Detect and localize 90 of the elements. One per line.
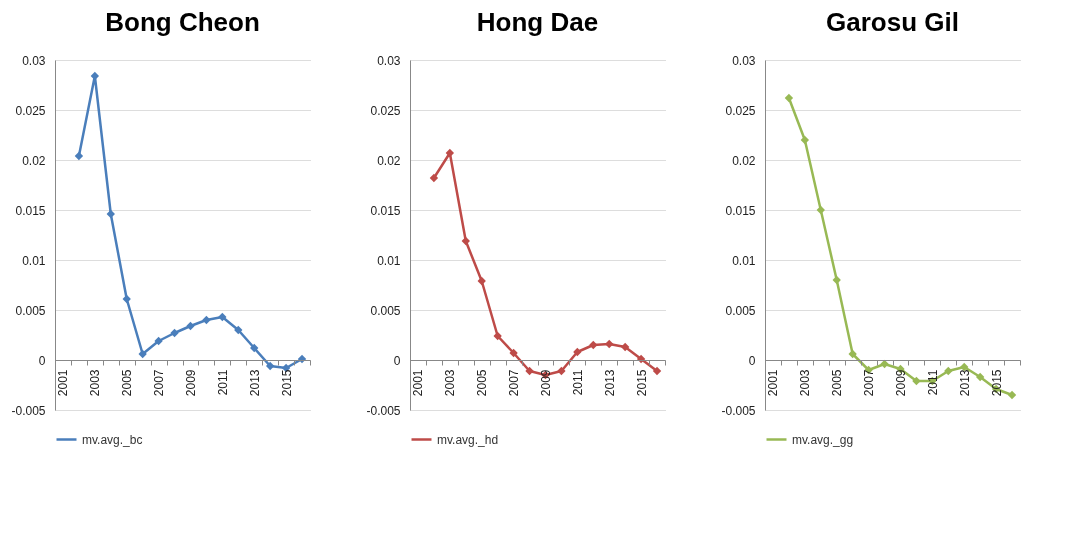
y-tick-label: 0.01 (732, 253, 756, 268)
x-tick-label: 2003 (798, 369, 813, 397)
y-tick-label: 0.01 (22, 253, 46, 268)
point (509, 348, 518, 358)
point (652, 366, 662, 376)
point (493, 331, 502, 341)
point (525, 366, 534, 376)
y-tick-label: 0.005 (370, 303, 401, 318)
point (605, 339, 614, 349)
point (186, 321, 195, 331)
y-tick-label: 0.005 (15, 303, 46, 318)
point (912, 376, 921, 386)
chart-title: Garosu Gil (826, 7, 959, 37)
point (832, 275, 841, 285)
y-tick-label: 0.015 (370, 203, 401, 218)
y-tick-label: 0.02 (22, 153, 46, 168)
y-tick-label: 0.02 (377, 153, 401, 168)
point (477, 276, 486, 286)
x-tick-label: 2007 (862, 369, 877, 397)
point (589, 340, 598, 350)
point (106, 209, 115, 219)
point (138, 349, 147, 359)
y-tick-label: 0.025 (725, 103, 756, 118)
x-tick-label: 2013 (602, 369, 617, 397)
y-tick-label: 0.03 (732, 53, 756, 68)
point (461, 236, 470, 246)
x-tick-label: 2003 (443, 369, 458, 397)
y-tick-label: 0.03 (377, 53, 401, 68)
x-tick-label: 2009 (893, 369, 908, 397)
y-tick-label: 0.025 (15, 103, 46, 118)
point (429, 173, 439, 183)
chart-title: Bong Cheon (105, 7, 260, 37)
point (784, 93, 794, 103)
chart-title: Hong Dae (476, 7, 599, 37)
point (218, 312, 227, 322)
x-tick-label: 2001 (411, 369, 426, 397)
x-tick-label: 2005 (475, 369, 490, 397)
point (170, 328, 179, 338)
x-tick-label: 2015 (634, 369, 649, 397)
y-tick-label: 0 (393, 353, 401, 368)
point (557, 366, 566, 376)
x-tick-label: 2011 (215, 369, 230, 396)
point (202, 315, 211, 325)
point (816, 205, 825, 215)
point (1007, 390, 1017, 400)
point (297, 354, 307, 364)
x-tick-label: 2009 (183, 369, 198, 397)
point (445, 148, 455, 158)
x-tick-label: 2015 (279, 369, 294, 397)
x-tick-label: 2015 (989, 369, 1004, 397)
y-tick-label: 0.015 (725, 203, 756, 218)
point (74, 151, 84, 161)
y-tick-label: 0.01 (377, 253, 401, 268)
point (636, 354, 646, 364)
x-tick-label: 2003 (88, 369, 103, 397)
x-tick-label: 2005 (830, 369, 845, 397)
x-tick-label: 2001 (56, 369, 71, 397)
point (265, 361, 275, 371)
point (122, 294, 131, 304)
point (573, 347, 582, 357)
y-tick-label: 0 (748, 353, 756, 368)
y-tick-label: 0 (38, 353, 46, 368)
point (975, 372, 985, 382)
x-tick-label: 2007 (507, 369, 522, 397)
x-tick-label: 2009 (538, 369, 553, 397)
point (620, 342, 630, 352)
y-tick-label: 0.005 (725, 303, 756, 318)
y-tick-label: 0.03 (22, 53, 46, 68)
legend-label: mv.avg._bc (82, 432, 143, 447)
x-tick-label: 2013 (957, 369, 972, 397)
x-tick-label: 2007 (152, 369, 167, 397)
point (250, 343, 259, 353)
x-tick-label: 2001 (766, 369, 781, 397)
point (848, 349, 857, 359)
point (800, 135, 810, 145)
x-tick-label: 2011 (925, 369, 940, 396)
point (944, 366, 953, 376)
legend-label: mv.avg._hd (437, 432, 499, 447)
y-tick-label: 0.025 (370, 103, 401, 118)
legend-label: mv.avg._gg (792, 432, 854, 447)
point (154, 336, 163, 346)
y-tick-label: -0.005 (366, 403, 401, 418)
x-tick-label: 2011 (570, 369, 585, 396)
x-tick-label: 2013 (247, 369, 262, 397)
y-tick-label: 0.015 (15, 203, 46, 218)
y-tick-label: 0.02 (732, 153, 756, 168)
y-tick-label: -0.005 (721, 403, 756, 418)
point (234, 325, 243, 335)
x-tick-label: 2005 (120, 369, 135, 397)
y-tick-label: -0.005 (11, 403, 46, 418)
